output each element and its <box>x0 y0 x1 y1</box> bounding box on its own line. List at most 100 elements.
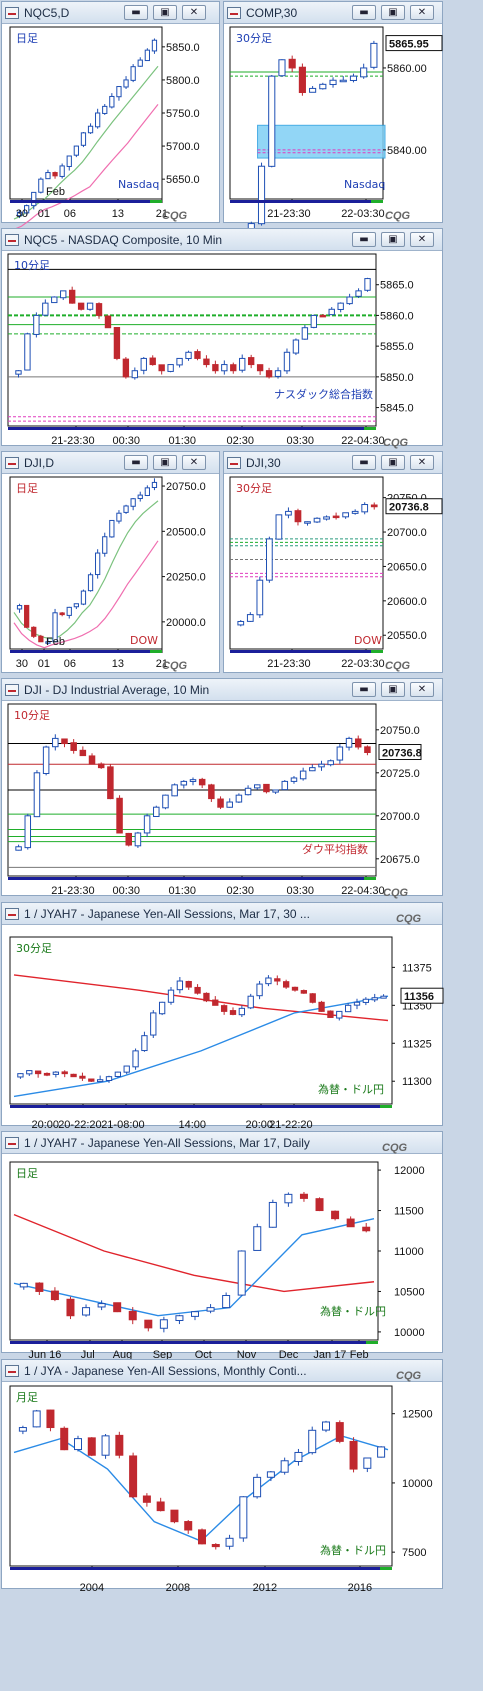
scrollbar-thumb <box>150 650 162 653</box>
scrollbar-thumb <box>364 877 376 880</box>
chart-window-jyah7-daily[interactable]: 1 / JYAH7 - Japanese Yen-All Sessions, M… <box>1 1131 444 1361</box>
candle <box>364 278 371 291</box>
candle <box>45 172 51 180</box>
chart-area[interactable]: 20750.020700.020650.020600.020550.020736… <box>224 452 444 674</box>
minimize-button[interactable]: ▬ <box>124 455 148 470</box>
cqg-logo: CQG <box>162 210 188 222</box>
y-tick-label: 20500.0 <box>166 526 206 538</box>
chart-window-dji-daily[interactable]: DJI,D ▬ ▣ ✕ 20750.0 20500.0 20250.0 20000.0… <box>1 451 220 673</box>
pink-moving-average <box>13 103 159 230</box>
close-button[interactable]: ✕ <box>410 455 434 470</box>
chart-area[interactable]: 20750.0 20725.0 20700.0 20675.0 20736.8 21-23… <box>2 679 444 899</box>
close-button[interactable]: ✕ <box>410 682 434 697</box>
chart-area[interactable]: 5865.0 5860.0 5855.0 5850.0 5845.0 21-23:30 00… <box>2 229 444 449</box>
title-bar[interactable]: DJI,D ▬ ▣ ✕ <box>2 452 219 474</box>
candle <box>144 1319 153 1329</box>
candle <box>38 635 44 643</box>
chart-area[interactable]: 12000 11500 11000 10500 10000 Jun 16 Jul Aug Sep… <box>2 1132 444 1361</box>
x-tick-label: 21-23:30 <box>267 208 310 220</box>
close-button[interactable]: ✕ <box>410 5 434 20</box>
minimize-button[interactable]: ▬ <box>124 5 148 20</box>
red-moving-average <box>13 974 389 1022</box>
candle <box>299 1193 308 1199</box>
candle <box>329 79 337 86</box>
minimize-button[interactable]: ▬ <box>352 682 376 697</box>
candle <box>229 1010 237 1015</box>
minimize-button[interactable]: ▬ <box>352 5 376 20</box>
period-label: 30分足 <box>236 32 272 45</box>
candle <box>15 370 22 375</box>
candle <box>26 1070 33 1075</box>
chart-window-icon <box>227 457 241 469</box>
candle <box>116 512 122 522</box>
candle <box>332 515 340 519</box>
restore-button[interactable]: ▣ <box>381 455 405 470</box>
close-button[interactable]: ✕ <box>182 5 206 20</box>
time-scrollbar <box>230 200 383 203</box>
y-tick-label: 5800.0 <box>166 75 200 87</box>
candle <box>239 1496 248 1539</box>
title-bar[interactable]: 1 / JYA - Japanese Yen-All Sessions, Mon… <box>2 1360 442 1382</box>
candle <box>132 1050 139 1068</box>
candle <box>70 1073 77 1078</box>
title-bar[interactable]: DJI,30 ▬ ▣ ✕ <box>224 452 442 474</box>
restore-button[interactable]: ▣ <box>381 5 405 20</box>
candle <box>137 494 143 500</box>
title-bar[interactable]: 1 / JYAH7 - Japanese Yen-All Sessions, M… <box>2 1132 442 1154</box>
candle <box>272 789 279 793</box>
chart-window-jyah7-30[interactable]: 1 / JYAH7 - Japanese Yen-All Sessions, M… <box>1 902 444 1131</box>
candle <box>263 783 270 793</box>
chart-area[interactable]: 20750.0 20500.0 20250.0 20000.0 30 01 06 13 21 Fe… <box>2 452 221 674</box>
chart-window-icon <box>227 7 241 19</box>
title-bar[interactable]: 1 / JYAH7 - Japanese Yen-All Sessions, M… <box>2 903 442 925</box>
last-price-label: 20736.8 <box>382 748 422 760</box>
minimize-button[interactable]: ▬ <box>352 232 376 247</box>
candle <box>130 66 136 81</box>
x-tick-label: 30 <box>16 658 28 670</box>
restore-button[interactable]: ▣ <box>381 232 405 247</box>
chart-area[interactable]: 5850.0 5800.0 5750.0 5700.0 5650.0 30 01 06 13 21… <box>2 2 221 230</box>
candle <box>253 1226 262 1251</box>
candle <box>134 832 142 847</box>
candle <box>95 303 103 316</box>
last-price-label: 11356 <box>404 991 434 1003</box>
x-minor-label: Feb <box>46 186 65 198</box>
candle <box>59 612 65 616</box>
minimize-button[interactable]: ▬ <box>352 455 376 470</box>
chart-window-nqc5-10min[interactable]: NQC5 - NASDAQ Composite, 10 Min ▬ ▣ ✕ 58… <box>1 228 444 449</box>
candle <box>82 1307 91 1316</box>
window-title: 1 / JYA - Japanese Yen-All Sessions, Mon… <box>24 1364 307 1378</box>
chart-window-comp-30[interactable]: COMP,30 ▬ ▣ ✕ 5860.00 5840.00 5865.95 21-23… <box>223 1 444 248</box>
x-tick-label: Sep <box>153 1349 173 1361</box>
close-button[interactable]: ✕ <box>410 232 434 247</box>
x-tick-label: 2008 <box>166 1582 190 1594</box>
close-button[interactable]: ✕ <box>182 455 206 470</box>
x-tick-label: 20:00 <box>246 1119 274 1131</box>
candle <box>66 155 72 167</box>
restore-button[interactable]: ▣ <box>381 682 405 697</box>
candle <box>363 1457 372 1469</box>
candle <box>153 806 160 818</box>
chart-window-dji-30[interactable]: DJI,30 ▬ ▣ ✕ 20750.020700.020650.020600.… <box>223 451 443 673</box>
title-bar[interactable]: NQC5,D ▬ ▣ ✕ <box>2 2 219 24</box>
candle <box>283 351 291 372</box>
candle <box>220 1005 228 1012</box>
x-tick-label: 01 <box>38 208 50 220</box>
chart-window-dji-10min[interactable]: DJI - DJ Industrial Average, 10 Min ▬ ▣ … <box>1 678 444 899</box>
title-bar[interactable]: NQC5 - NASDAQ Composite, 10 Min ▬ ▣ ✕ <box>2 229 442 251</box>
restore-button[interactable]: ▣ <box>153 5 177 20</box>
title-bar[interactable]: COMP,30 ▬ ▣ ✕ <box>224 2 442 24</box>
candle <box>184 1521 193 1531</box>
y-tick-label: 5700.0 <box>166 141 200 153</box>
x-tick-label: 00:30 <box>113 885 141 897</box>
title-bar[interactable]: DJI - DJ Industrial Average, 10 Min ▬ ▣ … <box>2 679 442 701</box>
restore-button[interactable]: ▣ <box>153 455 177 470</box>
chart-window-nqc5-daily[interactable]: NQC5,D ▬ ▣ ✕ 5850.0 5800.0 5750.0 5700.0 565… <box>1 1 221 230</box>
candle <box>212 999 219 1006</box>
time-scrollbar <box>10 1567 392 1570</box>
cqg-logo: CQG <box>396 1370 422 1382</box>
chart-window-jya-monthly[interactable]: 1 / JYA - Japanese Yen-All Sessions, Mon… <box>1 1359 444 1594</box>
chart-area[interactable]: 5860.00 5840.00 5865.95 21-23:30 22-03:30 30分… <box>224 2 444 248</box>
